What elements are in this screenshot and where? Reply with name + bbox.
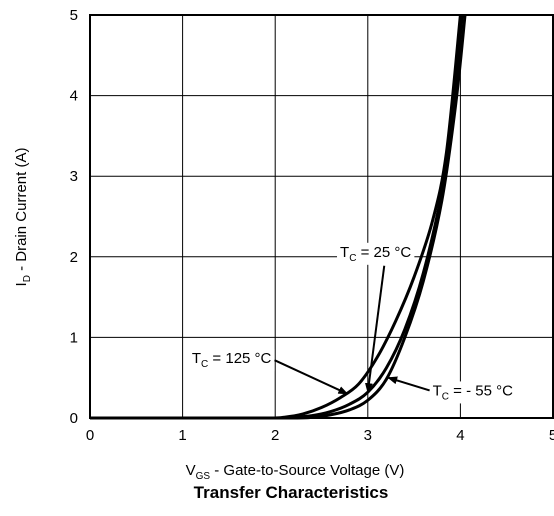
annotations: TC = 25 °C TC = 125 °C TC = - 55 °C	[188, 242, 517, 404]
plot-frame	[89, 14, 554, 419]
x-tick-label: 4	[456, 427, 464, 444]
series-line-1	[90, 14, 464, 420]
x-tick-labels: 0 1 2 3 4 5	[86, 427, 554, 444]
y-tick-labels: 0 1 2 3 4 5	[70, 7, 78, 427]
y-tick-label: 5	[70, 7, 78, 24]
y-axis-label: ID - Drain Current (A)	[13, 148, 33, 287]
x-tick-label: 5	[549, 427, 554, 444]
annotation-background	[429, 381, 517, 404]
annotation-arrow	[387, 376, 430, 392]
data-series	[90, 14, 467, 420]
y-tick-label: 1	[70, 329, 78, 346]
series-line-2	[90, 14, 467, 420]
annotation-background	[188, 349, 275, 372]
annotation-label: TC = - 55 °C	[433, 382, 514, 402]
x-tick-label: 0	[86, 427, 94, 444]
y-tick-label: 2	[70, 249, 78, 266]
annotation-arrow	[274, 359, 349, 395]
annotation-label: TC = 125 °C	[192, 350, 272, 370]
annotation-arrow	[364, 265, 386, 394]
annotation-label: TC = 25 °C	[340, 244, 411, 264]
y-tick-label: 0	[70, 410, 78, 427]
x-tick-label: 2	[271, 427, 279, 444]
y-tick-label: 4	[70, 88, 78, 105]
x-tick-label: 3	[364, 427, 372, 444]
y-tick-label: 3	[70, 168, 78, 185]
annotation-background	[337, 242, 415, 265]
x-axis-label: VGS - Gate-to-Source Voltage (V)	[186, 462, 405, 482]
chart-title: Transfer Characteristics	[194, 483, 389, 502]
x-tick-label: 1	[178, 427, 186, 444]
grid-lines	[90, 15, 553, 418]
